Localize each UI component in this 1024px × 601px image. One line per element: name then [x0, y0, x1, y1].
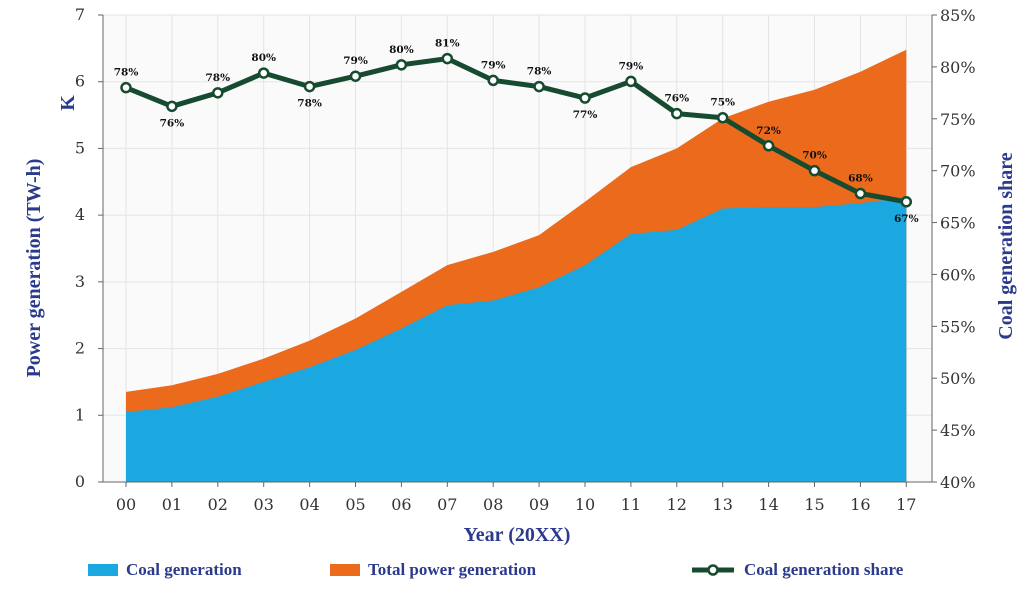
y-tick-label: 4	[75, 205, 85, 224]
share-data-label: 78%	[114, 67, 139, 79]
y2-tick-label: 60%	[940, 265, 976, 284]
x-tick-label: 07	[437, 495, 457, 514]
chart-area: 0123456740%45%50%55%60%65%70%75%80%85%00…	[23, 5, 1017, 546]
y-axis-title: Power generation (TW-h)	[23, 159, 45, 378]
share-data-label: 76%	[665, 93, 690, 105]
legend-label-total: Total power generation	[368, 560, 537, 579]
share-marker	[166, 100, 178, 113]
share-data-label: 70%	[802, 150, 827, 162]
x-tick-label: 13	[713, 495, 733, 514]
x-tick-label: 09	[529, 495, 549, 514]
share-data-label: 77%	[573, 109, 598, 121]
share-data-label: 78%	[206, 72, 231, 84]
share-data-label: 67%	[894, 213, 919, 225]
y-tick-label: 3	[75, 272, 85, 291]
share-data-label: 79%	[619, 60, 644, 72]
share-line-series	[120, 52, 913, 208]
axes: 0123456740%45%50%55%60%65%70%75%80%85%00…	[75, 5, 976, 514]
y2-tick-label: 75%	[940, 110, 976, 129]
share-marker	[120, 81, 132, 94]
share-marker	[671, 107, 683, 120]
y2-tick-label: 50%	[940, 369, 976, 388]
x-axis-title: Year (20XX)	[464, 524, 571, 546]
x-tick-label: 16	[850, 495, 870, 514]
y-tick-label: 6	[75, 72, 85, 91]
share-data-label: 75%	[710, 97, 735, 109]
legend-item-coal: Coal generation	[88, 560, 242, 580]
share-marker	[579, 92, 591, 104]
x-tick-label: 04	[299, 495, 319, 514]
share-marker	[303, 80, 316, 93]
share-data-label: 81%	[435, 38, 460, 50]
share-data-label: 80%	[389, 44, 414, 56]
share-marker	[533, 80, 545, 93]
y-tick-label: 7	[75, 5, 85, 24]
y2-tick-label: 45%	[940, 421, 976, 440]
legend-swatch-coal	[88, 564, 118, 576]
share-marker	[808, 164, 821, 177]
y-tick-label: 2	[75, 339, 85, 358]
x-tick-label: 14	[758, 495, 778, 514]
x-tick-label: 01	[162, 495, 182, 514]
x-tick-label: 15	[804, 495, 824, 514]
share-data-label: 78%	[297, 98, 322, 110]
y-tick-label: 5	[75, 138, 85, 157]
share-marker	[349, 70, 362, 82]
share-data-label: 68%	[848, 172, 873, 184]
share-marker	[395, 59, 408, 71]
y2-tick-label: 85%	[940, 6, 976, 25]
share-marker	[900, 196, 913, 208]
share-data-label: 80%	[251, 52, 276, 64]
x-tick-label: 11	[621, 495, 641, 514]
legend-label-share: Coal generation share	[744, 560, 904, 579]
legend: Coal generation Total power generation C…	[0, 548, 1024, 600]
y2-tick-label: 55%	[940, 317, 976, 336]
y2-tick-label: 40%	[940, 473, 976, 492]
x-tick-label: 12	[667, 495, 687, 514]
x-tick-label: 00	[116, 495, 136, 514]
share-data-label: 72%	[756, 125, 781, 137]
x-tick-label: 10	[575, 495, 595, 514]
legend-item-share: Coal generation share	[690, 560, 903, 580]
share-marker	[441, 52, 454, 65]
x-tick-label: 05	[345, 495, 365, 514]
share-data-label: 78%	[527, 66, 552, 78]
share-marker	[257, 67, 270, 79]
y2-tick-label: 65%	[940, 214, 976, 233]
y-axis-unit: K	[57, 95, 79, 111]
share-marker	[762, 140, 775, 152]
share-data-label: 76%	[160, 117, 185, 129]
share-data-label: 79%	[481, 59, 506, 71]
x-tick-label: 08	[483, 495, 503, 514]
share-data-label: 79%	[343, 55, 368, 67]
x-tick-label: 03	[254, 495, 274, 514]
coal-generation-area	[126, 197, 907, 482]
x-tick-label: 02	[208, 495, 228, 514]
share-marker	[487, 74, 499, 87]
share-marker	[625, 75, 637, 88]
share-marker	[854, 187, 867, 200]
y2-tick-label: 70%	[940, 162, 976, 181]
y2-tick-label: 80%	[940, 58, 976, 77]
share-marker	[716, 111, 729, 124]
x-tick-label: 06	[391, 495, 411, 514]
share-marker	[212, 87, 224, 99]
y-tick-label: 1	[75, 405, 85, 424]
legend-label-coal: Coal generation	[126, 560, 242, 579]
y-tick-label: 0	[75, 472, 85, 491]
legend-line-icon	[692, 564, 734, 576]
area-series	[126, 49, 907, 482]
x-tick-label: 17	[896, 495, 916, 514]
y2-axis-title: Coal generation share	[995, 152, 1017, 340]
legend-item-total: Total power generation	[330, 560, 536, 580]
legend-swatch-total	[330, 564, 360, 576]
share-line	[125, 56, 907, 205]
data-labels: 78% 76% 78% 80% 78% 79% 80% 81% 79% 78% 77% 79% 76% 7…	[114, 38, 919, 225]
